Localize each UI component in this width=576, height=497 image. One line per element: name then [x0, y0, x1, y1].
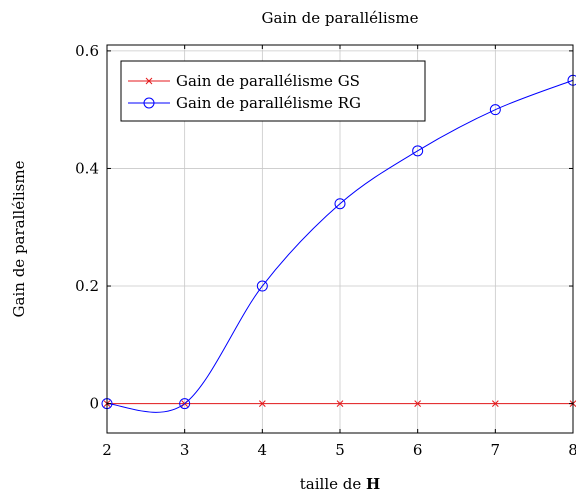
legend-box [120, 60, 426, 122]
circle-point [256, 280, 268, 292]
x-tick-label: 4 [258, 441, 268, 459]
y-tick-label: 0.6 [75, 42, 99, 60]
x-point [414, 400, 422, 407]
series-line [106, 79, 574, 413]
x-point [258, 400, 266, 407]
x-axis-label: taille de H [300, 475, 380, 493]
x-tick-label: 6 [413, 441, 423, 459]
circle-point [412, 145, 424, 157]
x-point [491, 400, 499, 407]
y-tick-label: 0 [89, 395, 99, 413]
x-tick-label: 8 [568, 441, 576, 459]
series-layer [101, 74, 576, 413]
y-tick-label: 0.2 [75, 277, 99, 295]
circle-point [179, 398, 191, 410]
legend-marker [145, 77, 153, 85]
x-tick-label: 7 [491, 441, 501, 459]
series-rg [101, 74, 576, 413]
x-point [336, 400, 344, 407]
legend-entry: Gain de parallélisme GS [128, 72, 360, 90]
legend-marker [143, 97, 155, 109]
y-axis-label: Gain de parallélisme [10, 160, 28, 317]
x-tick-label: 2 [102, 441, 112, 459]
legend-entry: Gain de parallélisme RG [128, 94, 361, 112]
x-tick-label: 5 [335, 441, 345, 459]
legend-label: Gain de parallélisme RG [176, 94, 361, 112]
circle-point [334, 198, 346, 210]
legend: Gain de parallélisme GS Gain de paralléli… [120, 60, 426, 122]
legend-label: Gain de parallélisme GS [176, 72, 360, 90]
circle-point [489, 104, 501, 116]
ticks: 2 3 4 5 6 7 8 0 0.2 0.4 0.6 [75, 42, 576, 459]
x-tick-label: 3 [180, 441, 190, 459]
chart-title: Gain de parallélisme [262, 9, 419, 27]
y-tick-label: 0.4 [75, 159, 99, 177]
